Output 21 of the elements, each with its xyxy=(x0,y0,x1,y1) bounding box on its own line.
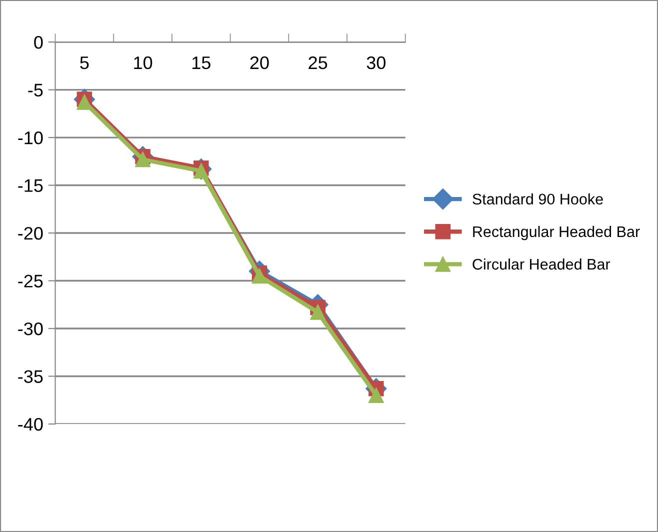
y-tick-label: -35 xyxy=(18,370,43,383)
point xyxy=(368,388,384,403)
legend-label: Circular Headed Bar xyxy=(472,258,610,270)
legend-label: Standard 90 Hooke xyxy=(472,193,603,205)
x-tick-label: 5 xyxy=(80,56,89,70)
point xyxy=(252,268,268,284)
x-tick-label: 20 xyxy=(250,56,269,70)
y-tick-label: -25 xyxy=(18,274,43,288)
y-tick-label: -10 xyxy=(18,131,43,144)
legend-label: Rectangular Headed Bar xyxy=(473,226,640,240)
y-tick-label: -30 xyxy=(18,322,43,336)
y-tick-label: 0 xyxy=(34,36,43,49)
y-tick-label: -5 xyxy=(28,84,43,96)
x-tick-label: 10 xyxy=(134,56,152,70)
point xyxy=(310,304,326,320)
y-tick-label: -40 xyxy=(18,418,43,431)
y-tick-label: -20 xyxy=(18,226,43,240)
x-tick-label: 30 xyxy=(366,56,386,70)
x-tick-label: 25 xyxy=(308,56,328,70)
x-tick-label: 15 xyxy=(192,56,210,70)
y-tick-label: -15 xyxy=(18,179,43,192)
